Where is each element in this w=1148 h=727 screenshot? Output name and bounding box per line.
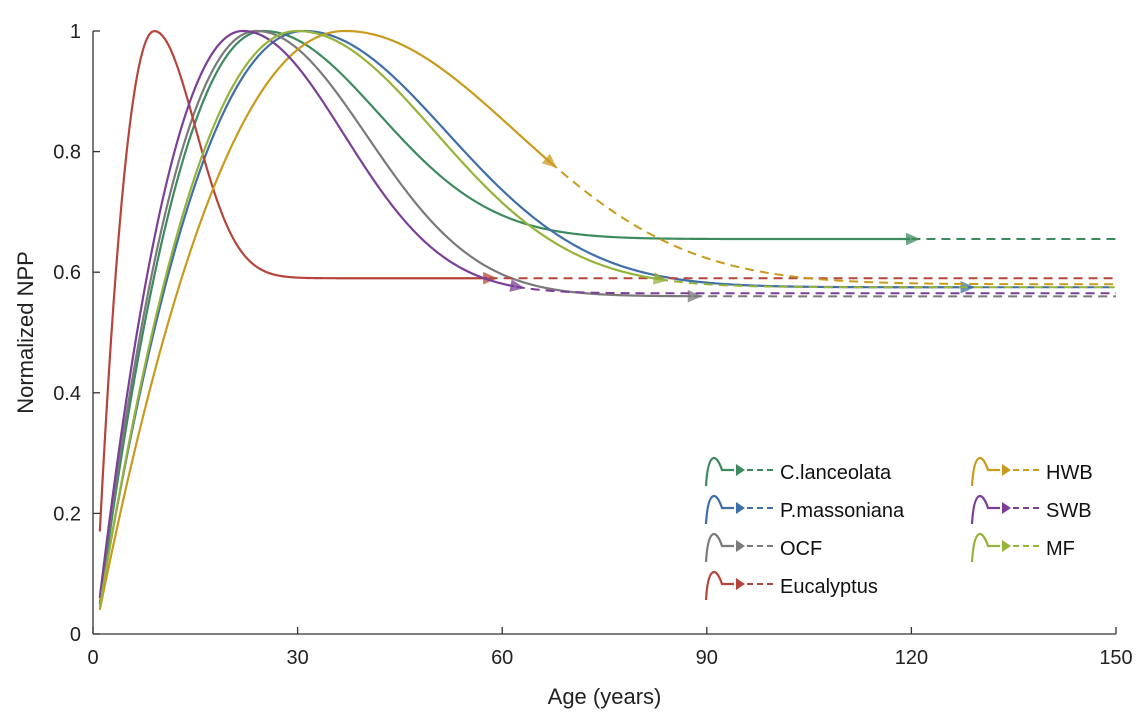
- legend-glyph-swb: [970, 495, 1042, 525]
- series-curves: [98, 29, 1116, 611]
- legend-label-ocf: OCF: [780, 538, 822, 560]
- legend-glyph-mf: [970, 533, 1042, 563]
- legend-label-eucalyptus: Eucalyptus: [780, 576, 878, 598]
- series-mf-arrow-marker: [652, 272, 668, 285]
- y-tick-label: 0.8: [53, 142, 81, 164]
- legend-label-c-lanceolata: C.lanceolata: [780, 462, 892, 484]
- series-hwb: [98, 29, 1115, 611]
- series-hwb-observed: [98, 29, 551, 611]
- series-p-massoniana-observed: [98, 29, 965, 605]
- series-mf-observed: [98, 29, 660, 608]
- series-swb: [98, 29, 1116, 598]
- legend-label-hwb: HWB: [1046, 462, 1093, 484]
- legend: C.lanceolata P.massoniana OCF Eucalyptus HWB…: [704, 457, 1093, 601]
- y-tick-label: 1: [70, 21, 81, 43]
- legend-item-c-lanceolata: C.lanceolata: [704, 457, 892, 487]
- series-p-massoniana: [98, 29, 1116, 605]
- legend-item-eucalyptus: Eucalyptus: [704, 571, 878, 601]
- series-p-massoniana-arrow-marker: [960, 280, 975, 294]
- series-ocf: [98, 29, 1116, 598]
- x-tick-label: 90: [696, 647, 718, 669]
- series-ocf-arrow-marker: [687, 289, 703, 303]
- series-mf-extrapolated: [658, 278, 1115, 289]
- series-swb-extrapolated: [515, 285, 1116, 295]
- x-tick-label: 120: [895, 647, 928, 669]
- x-tick-label: 60: [491, 647, 513, 669]
- legend-label-p-massoniana: P.massoniana: [780, 500, 905, 522]
- legend-item-p-massoniana: P.massoniana: [704, 495, 905, 525]
- series-hwb-extrapolated: [549, 161, 1115, 286]
- y-tick-label: 0: [70, 624, 81, 646]
- series-eucalyptus-observed: [98, 29, 488, 532]
- legend-label-mf: MF: [1046, 538, 1075, 560]
- y-tick-label: 0.6: [53, 262, 81, 284]
- series-c-lanceolata-arrow-marker: [906, 232, 921, 246]
- y-tick-label: 0.4: [53, 383, 81, 405]
- series-c-lanceolata: [98, 29, 1116, 604]
- series-swb-arrow-marker: [509, 279, 525, 292]
- y-axis-title: Normalized NPP: [13, 251, 38, 414]
- legend-label-swb: SWB: [1046, 500, 1092, 522]
- axes: 0 30 60 90 120 150 0 0.2 0.4 0.6 0.8 1 Age (years) No…: [13, 21, 1133, 709]
- legend-item-hwb: HWB: [970, 457, 1093, 487]
- x-tick-label: 150: [1099, 647, 1132, 669]
- x-axis-title: Age (years): [548, 684, 662, 709]
- legend-glyph-eucalyptus: [704, 571, 776, 601]
- y-tick-label: 0.2: [53, 503, 81, 525]
- legend-glyph-c-lanceolata: [704, 457, 776, 487]
- series-mf: [98, 29, 1115, 608]
- series-swb-observed: [98, 29, 515, 598]
- legend-glyph-hwb: [970, 457, 1042, 487]
- legend-glyph-ocf: [704, 533, 776, 563]
- legend-item-swb: SWB: [970, 495, 1092, 525]
- legend-item-mf: MF: [970, 533, 1075, 563]
- series-eucalyptus: [98, 29, 1116, 532]
- legend-item-ocf: OCF: [704, 533, 822, 563]
- series-hwb-arrow-marker: [541, 153, 557, 168]
- x-tick-label: 30: [286, 647, 308, 669]
- series-c-lanceolata-observed: [98, 29, 911, 604]
- x-tick-label: 0: [87, 647, 98, 669]
- series-eucalyptus-arrow-marker: [483, 271, 498, 285]
- series-ocf-observed: [98, 29, 692, 598]
- legend-glyph-p-massoniana: [704, 495, 776, 525]
